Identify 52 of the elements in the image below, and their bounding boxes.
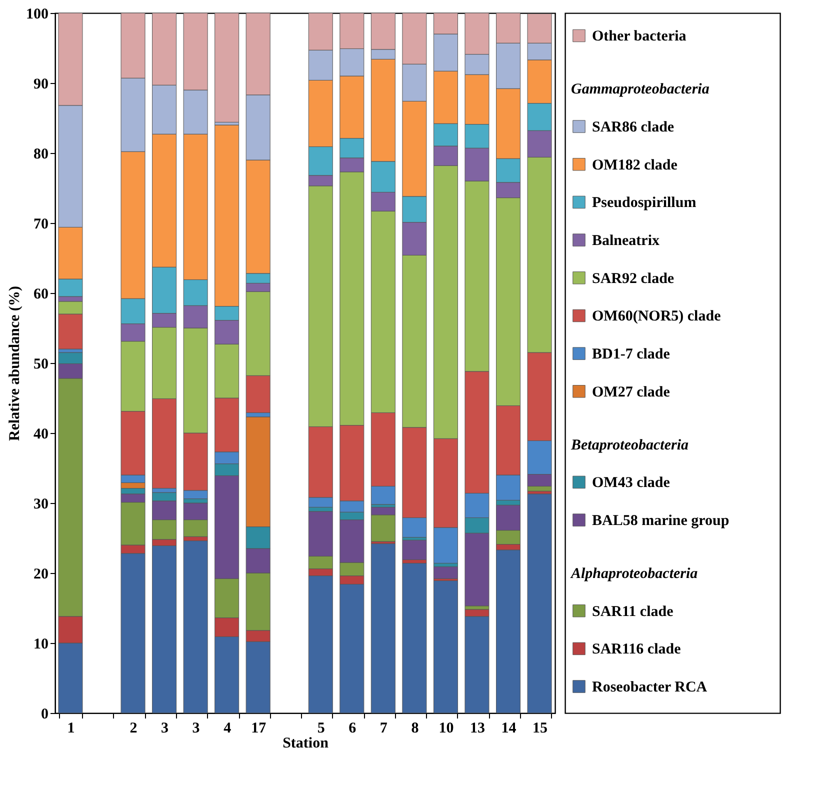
x-tick-label: 8 [411, 720, 419, 736]
legend-label: SAR92 clade [592, 270, 674, 287]
y-tick-label: 80 [34, 146, 48, 162]
x-tick-label: 14 [501, 720, 517, 736]
x-tick-label: 2 [130, 720, 138, 736]
legend-label: SAR86 clade [592, 120, 674, 136]
x-tick-label: 4 [224, 720, 232, 736]
bar [402, 540, 427, 560]
x-tick-label: 13 [470, 720, 485, 736]
legend-label: OM43 clade [592, 475, 670, 492]
bar [214, 12, 240, 122]
bar [433, 580, 458, 714]
legend-label: Roseobacter RCA [592, 680, 708, 696]
y-tick-label: 20 [34, 566, 48, 582]
legend-label: OM182 clade [592, 157, 678, 174]
bar [433, 566, 458, 579]
text: Alphaproteobacteria [570, 566, 698, 582]
bar [370, 543, 396, 714]
bar [527, 494, 552, 714]
legend-label: Balneatrix [592, 233, 660, 250]
legend-label: BD1-7 clade [592, 346, 670, 363]
legend-label: OM60(NOR5) clade [592, 308, 722, 325]
y-tick-label: 60 [34, 286, 48, 302]
y-tick-label: 100 [26, 6, 48, 22]
y-tick-label: 10 [34, 636, 48, 652]
x-tick-label: 17 [251, 720, 267, 736]
bar [402, 562, 427, 714]
x-tick-label: 5 [317, 720, 325, 736]
text: Betaproteobacteria [570, 437, 689, 454]
x-axis-title: Station [282, 736, 330, 752]
bar [183, 540, 208, 714]
y-tick-label: 30 [34, 496, 48, 512]
x-tick-label: 1 [67, 720, 75, 736]
legend-label: BAL58 marine group [592, 513, 730, 530]
x-tick-label: 7 [380, 720, 388, 736]
y-tick-label: 40 [34, 426, 48, 442]
y-axis-title: Relative abundance (%) [7, 286, 23, 441]
y-tick-label: 90 [34, 76, 48, 92]
y-tick-label: 50 [34, 356, 48, 372]
x-tick-label: 6 [348, 720, 357, 736]
x-tick-label: 3 [192, 720, 200, 736]
text: Gammaproteobacteria [571, 82, 710, 98]
legend-label: OM27 clade [592, 384, 670, 400]
x-tick-label: 10 [438, 720, 454, 736]
legend-label: SAR11 clade [592, 604, 674, 620]
y-tick-label: 0 [41, 706, 48, 722]
legend-label: SAR116 clade [592, 642, 682, 658]
legend-label: Pseudospirillum [592, 195, 697, 212]
x-tick-label: 15 [532, 720, 548, 736]
y-tick-label: 70 [34, 216, 48, 232]
legend-label: Other bacteria [592, 28, 687, 45]
x-tick-label: 3 [161, 720, 169, 736]
